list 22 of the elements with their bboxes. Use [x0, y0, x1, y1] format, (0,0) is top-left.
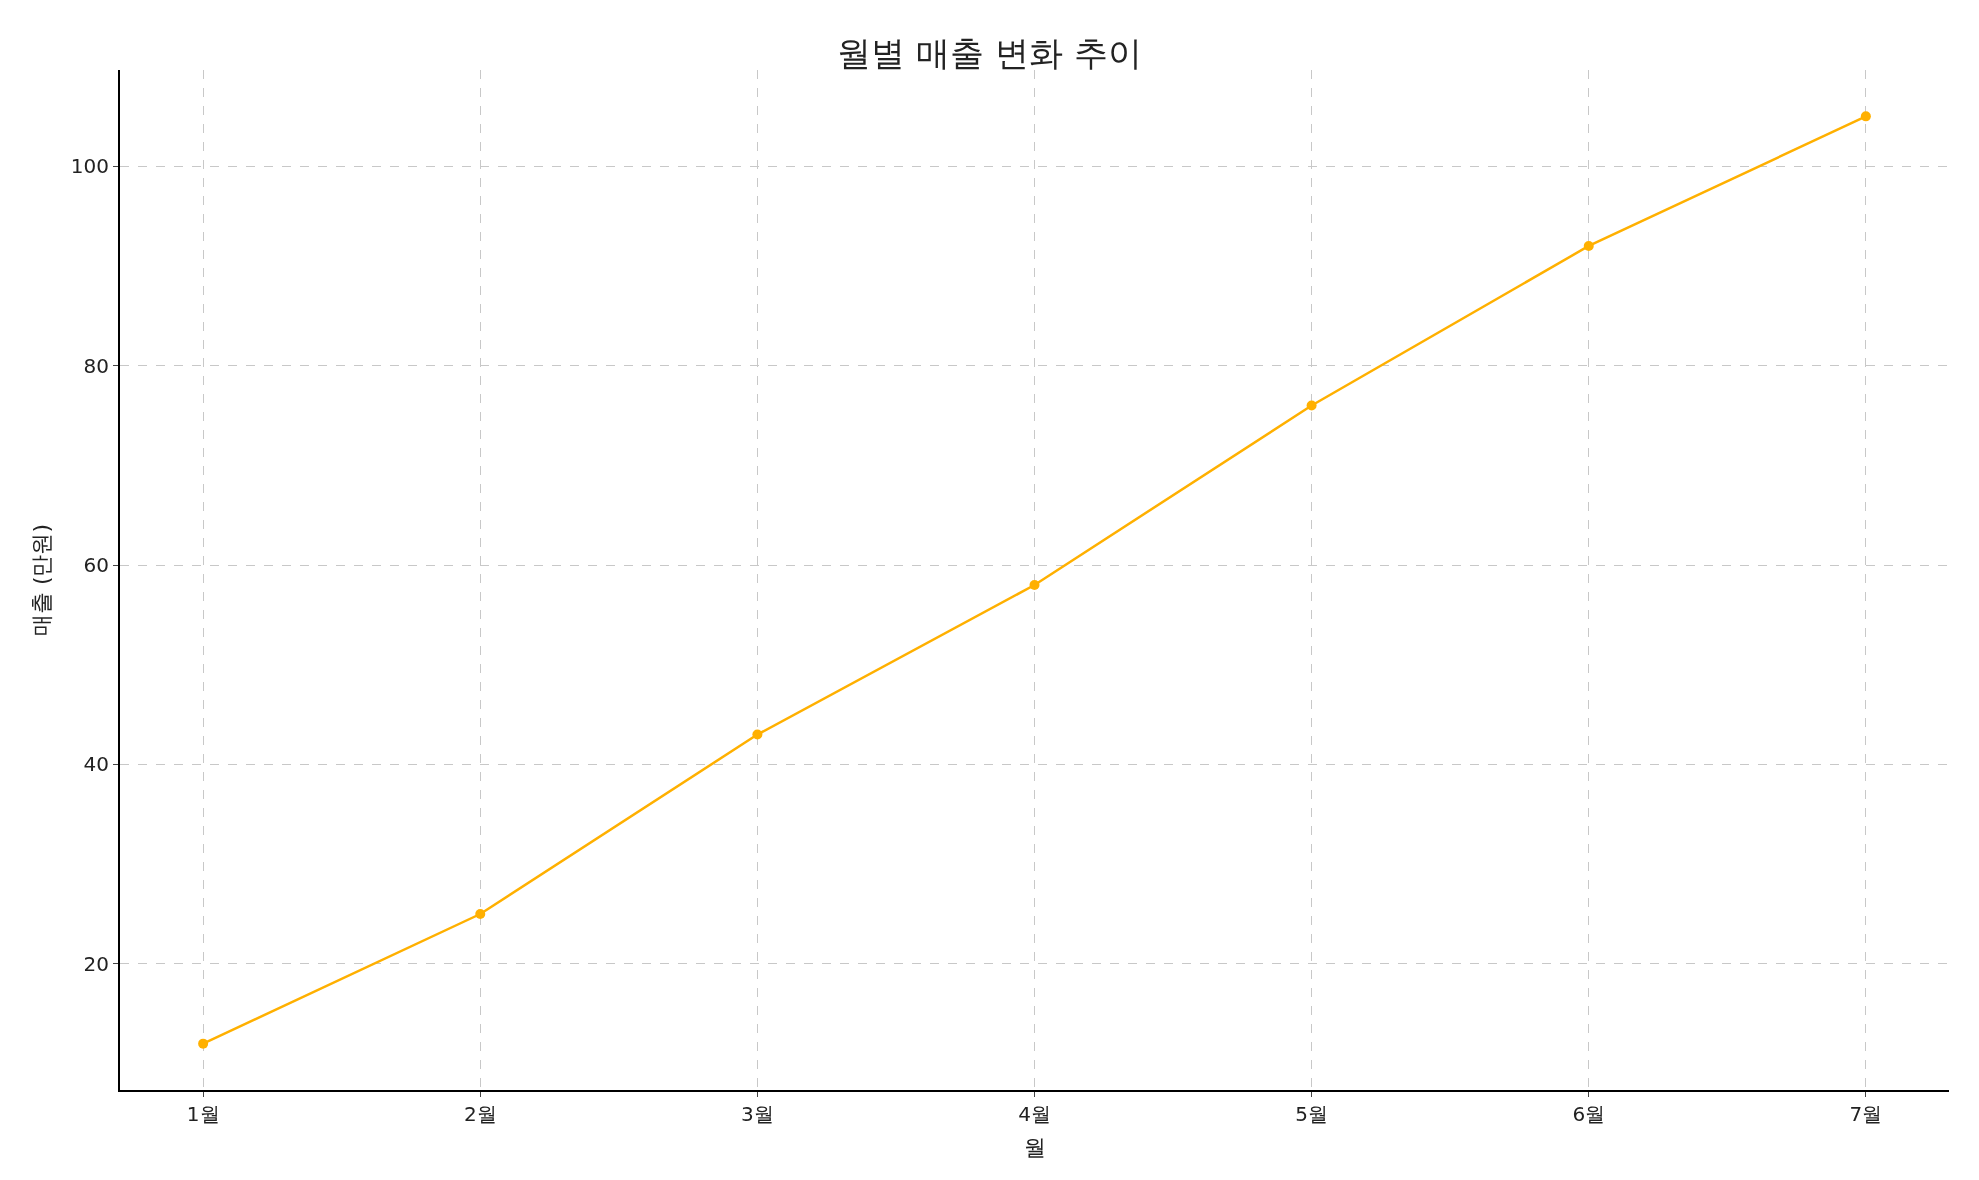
chart-title: 월별 매출 변화 추이 — [837, 33, 1142, 74]
point — [1860, 111, 1871, 122]
point — [475, 909, 486, 920]
x-tick-label: 1월 — [186, 1102, 220, 1126]
x-tick-label: 5월 — [1295, 1102, 1328, 1126]
point — [752, 729, 763, 740]
point — [1306, 400, 1317, 411]
x-tick-label: 6월 — [1572, 1102, 1606, 1126]
y-tick-label: 60 — [83, 553, 109, 578]
x-tick-label: 4월 — [1018, 1102, 1051, 1126]
x-axis-title: 월 — [1023, 1135, 1046, 1161]
point — [1029, 579, 1040, 590]
y-tick-label: 20 — [83, 951, 109, 976]
x-tick-label: 2월 — [463, 1102, 497, 1126]
y-axis-title: 매출 (만원) — [29, 523, 55, 637]
x-tick-label: 7월 — [1849, 1102, 1883, 1126]
point — [198, 1038, 209, 1049]
y-tick-label: 80 — [83, 353, 109, 378]
x-tick-label: 3월 — [741, 1102, 774, 1126]
point — [1583, 240, 1594, 251]
y-tick-label: 100 — [70, 154, 109, 179]
y-tick-label: 40 — [83, 752, 109, 777]
